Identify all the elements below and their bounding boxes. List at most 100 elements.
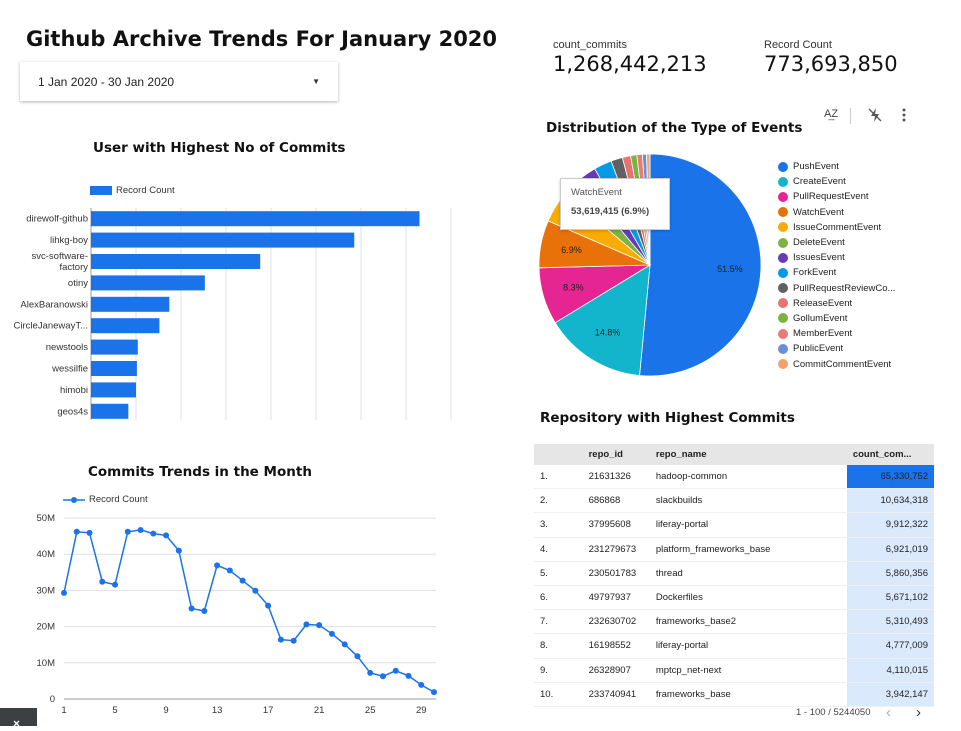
line-point bbox=[226, 567, 233, 574]
line-point bbox=[265, 602, 272, 609]
tooltip-name: WatchEvent bbox=[571, 187, 622, 198]
cell-repo-name: hadoop-common bbox=[655, 465, 847, 490]
line-point bbox=[214, 562, 221, 569]
line-point bbox=[328, 630, 335, 637]
cell-repo-name: liferay-portal bbox=[655, 512, 847, 538]
pie-legend-item[interactable]: DeleteEvent bbox=[778, 235, 895, 250]
legend-label: DeleteEvent bbox=[793, 237, 845, 249]
cell-repo-id: 231279673 bbox=[588, 537, 656, 562]
legend-dot bbox=[778, 298, 788, 309]
tooltip-value: 53,619,415 (6.9%) bbox=[571, 206, 650, 217]
cell-repo-name: frameworks_base bbox=[655, 682, 847, 707]
scorecard-record-count: Record Count 773,693,850 bbox=[764, 39, 898, 76]
legend-label: CommitCommentEvent bbox=[793, 358, 892, 370]
col-header-index bbox=[534, 444, 589, 465]
line-y-tick-label: 50M bbox=[37, 513, 56, 524]
pie-legend-item[interactable]: PushEvent bbox=[778, 159, 895, 174]
prev-page-icon[interactable]: ‹ bbox=[886, 704, 891, 721]
legend-label: PushEvent bbox=[793, 161, 839, 173]
pie-legend-item[interactable]: PublicEvent bbox=[778, 341, 895, 356]
line-chart-legend[interactable]: Record Count bbox=[63, 494, 148, 505]
next-page-icon[interactable]: › bbox=[916, 704, 921, 721]
cell-index: 6. bbox=[534, 585, 589, 611]
more-vert-icon[interactable] bbox=[899, 108, 909, 125]
line-point bbox=[316, 622, 323, 629]
sort-az-icon[interactable]: A͢Z bbox=[824, 108, 839, 120]
pie-legend-item[interactable]: PullRequestEvent bbox=[778, 189, 895, 204]
cell-count: 65,330,752 bbox=[846, 465, 934, 490]
legend-label: IssueCommentEvent bbox=[793, 221, 882, 233]
table-row[interactable]: 6. 49797937 Dockerfiles 5,671,102 bbox=[534, 585, 934, 611]
table-row[interactable]: 9. 26328907 mptcp_net-next 4,110,015 bbox=[534, 658, 934, 683]
repo-table: repo_id repo_name count_com... 1. 2163132… bbox=[534, 444, 934, 707]
line-point bbox=[150, 530, 157, 537]
table-row[interactable]: 5. 230501783 thread 5,860,356 bbox=[534, 561, 934, 586]
legend-label: CreateEvent bbox=[793, 176, 846, 188]
line-point bbox=[163, 532, 170, 539]
cell-repo-id: 232630702 bbox=[588, 609, 656, 635]
cell-index: 2. bbox=[534, 488, 589, 514]
legend-label: ReleaseEvent bbox=[793, 297, 853, 309]
cell-repo-name: Dockerfiles bbox=[655, 585, 847, 611]
col-header-repo-name[interactable]: repo_name bbox=[655, 444, 847, 465]
cell-index: 4. bbox=[534, 537, 589, 562]
legend-dot bbox=[778, 283, 788, 294]
bar-category-label: lihkg-boy bbox=[50, 235, 88, 246]
col-header-count[interactable]: count_com... bbox=[846, 444, 934, 465]
scorecard-label: Record Count bbox=[764, 39, 832, 51]
bar-category-label: otiny bbox=[68, 278, 88, 289]
pie-legend-item[interactable]: ForkEvent bbox=[778, 265, 895, 280]
cell-repo-name: frameworks_base2 bbox=[655, 609, 847, 635]
bar-category-label: CircleJanewayT... bbox=[14, 321, 88, 332]
bar bbox=[91, 211, 420, 227]
cell-count: 5,860,356 bbox=[846, 561, 934, 586]
pie-legend-item[interactable]: IssueCommentEvent bbox=[778, 220, 895, 235]
table-title: Repository with Highest Commits bbox=[540, 410, 795, 426]
table-row[interactable]: 4. 231279673 platform_frameworks_base 6,921… bbox=[534, 537, 934, 562]
legend-label: GollumEvent bbox=[793, 312, 848, 324]
cell-repo-name: thread bbox=[655, 561, 847, 586]
legend-line-marker bbox=[63, 496, 85, 503]
line-y-tick-label: 0 bbox=[50, 694, 55, 705]
filter-off-icon[interactable] bbox=[868, 107, 882, 126]
line-point bbox=[379, 673, 386, 680]
corner-tab[interactable] bbox=[0, 708, 37, 727]
cell-index: 10. bbox=[534, 682, 589, 707]
table-row[interactable]: 10. 233740941 frameworks_base 3,942,147 bbox=[534, 682, 934, 707]
line-point bbox=[431, 689, 437, 696]
pie-legend-item[interactable]: GollumEvent bbox=[778, 311, 895, 326]
bar-chart-legend[interactable]: Record Count bbox=[90, 185, 175, 196]
pie-legend-item[interactable]: ReleaseEvent bbox=[778, 296, 895, 311]
table-row[interactable]: 3. 37995608 liferay-portal 9,912,322 bbox=[534, 512, 934, 538]
line-point bbox=[73, 528, 80, 535]
table-row[interactable]: 8. 16198552 liferay-portal 4,777,009 bbox=[534, 633, 934, 659]
scorecard-count-commits: count_commits 1,268,442,213 bbox=[553, 39, 707, 76]
cell-index: 1. bbox=[534, 465, 589, 490]
pie-legend-item[interactable]: CreateEvent bbox=[778, 174, 895, 189]
cell-repo-id: 230501783 bbox=[588, 561, 656, 586]
pie-legend-item[interactable]: WatchEvent bbox=[778, 205, 895, 220]
cell-count: 4,777,009 bbox=[846, 633, 934, 659]
line-point bbox=[341, 641, 348, 648]
table-row[interactable]: 2. 686868 slackbuilds 10,634,318 bbox=[534, 488, 934, 514]
col-header-repo-id[interactable]: repo_id bbox=[588, 444, 656, 465]
line-y-tick-label: 30M bbox=[37, 585, 56, 596]
legend-dot bbox=[778, 161, 788, 172]
bar bbox=[91, 382, 136, 398]
pie-legend-item[interactable]: MemberEvent bbox=[778, 326, 895, 341]
date-range-picker[interactable]: 1 Jan 2020 - 30 Jan 2020 ▼ bbox=[20, 62, 338, 101]
line-point bbox=[277, 636, 284, 643]
cell-repo-id: 26328907 bbox=[588, 658, 656, 683]
pie-legend-item[interactable]: PullRequestReviewCo... bbox=[778, 281, 895, 296]
line-x-tick-label: 13 bbox=[212, 705, 223, 716]
line-point bbox=[86, 529, 93, 536]
table-row[interactable]: 1. 21631326 hadoop-common 65,330,752 bbox=[534, 465, 934, 490]
legend-label: PullRequestReviewCo... bbox=[793, 282, 896, 294]
cell-count: 5,310,493 bbox=[846, 609, 934, 635]
bar-category-label: svc-software- bbox=[32, 251, 88, 262]
pie-legend-item[interactable]: IssuesEvent bbox=[778, 250, 895, 265]
legend-label: ForkEvent bbox=[793, 267, 837, 279]
table-row[interactable]: 7. 232630702 frameworks_base2 5,310,493 bbox=[534, 609, 934, 635]
pie-legend-item[interactable]: CommitCommentEvent bbox=[778, 356, 895, 371]
bar-category-label: geos4s bbox=[57, 406, 88, 417]
